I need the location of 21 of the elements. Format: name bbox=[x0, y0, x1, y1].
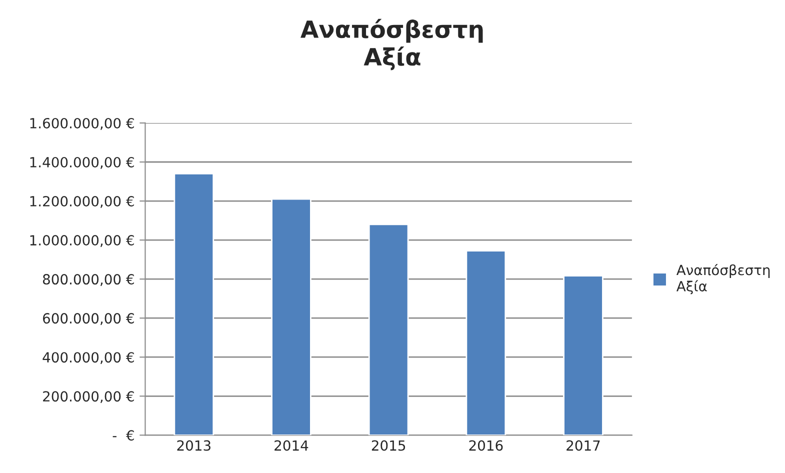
chart-title: Αναπόσβεστη Αξία bbox=[300, 18, 483, 70]
y-tick-label: 1.000.000,00 € bbox=[30, 235, 134, 247]
y-tick-label: 1.400.000,00 € bbox=[30, 156, 134, 169]
y-tick-label: 600.000,00 € bbox=[43, 313, 134, 325]
x-tick-label: 2014 bbox=[274, 440, 308, 451]
y-tick-label: 400.000,00 € bbox=[42, 352, 134, 364]
bar bbox=[563, 275, 604, 436]
bar bbox=[368, 224, 409, 436]
y-tick-label: 200.000,00 € bbox=[43, 391, 134, 404]
y-tick-label: 1.600.000,00 € bbox=[30, 118, 134, 130]
bar bbox=[466, 250, 506, 436]
y-tick-label: - € bbox=[112, 430, 134, 441]
x-tick-label: 2013 bbox=[177, 440, 210, 451]
bar bbox=[271, 198, 312, 436]
x-tick-label: 2015 bbox=[372, 440, 406, 451]
x-tick-label: 2016 bbox=[469, 440, 503, 451]
y-tick-label: 800.000,00 € bbox=[42, 274, 134, 286]
bar bbox=[174, 173, 214, 436]
legend-label: Αναπόσβεστη Αξία bbox=[676, 264, 770, 294]
x-tick-label: 2017 bbox=[566, 440, 600, 451]
y-tick-label: 1.200.000,00 € bbox=[30, 196, 134, 208]
